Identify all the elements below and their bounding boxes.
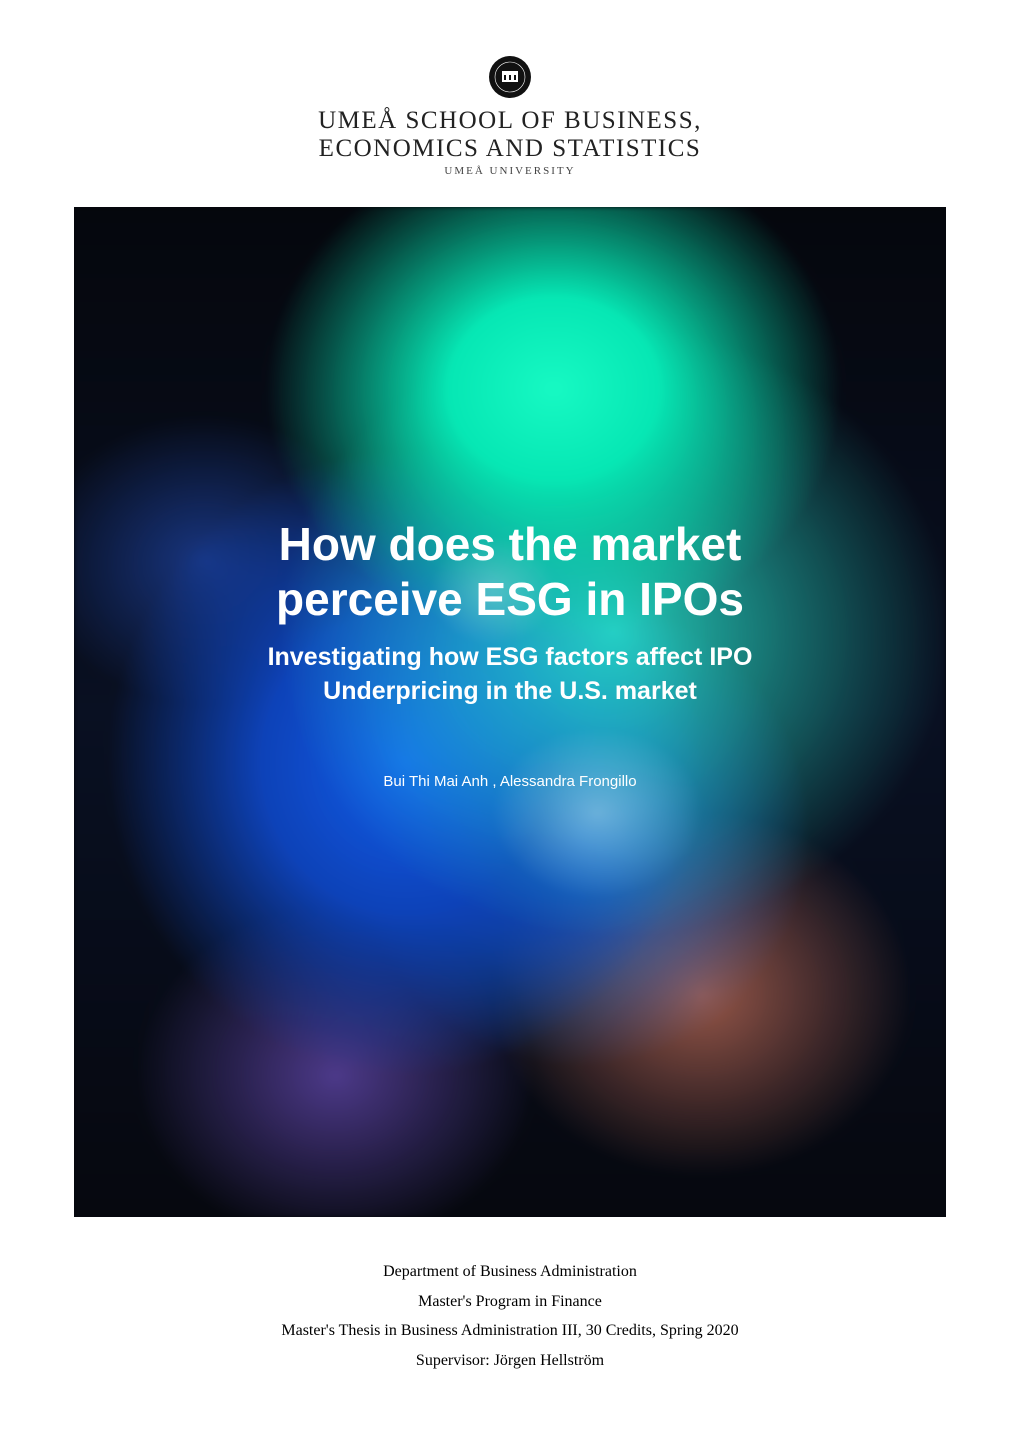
subtitle-line2: Underpricing in the U.S. market xyxy=(323,677,697,705)
subtitle-line1: Investigating how ESG factors affect IPO xyxy=(268,643,753,671)
department: Department of Business Administration xyxy=(0,1257,1020,1287)
supervisor: Supervisor: Jörgen Hellström xyxy=(0,1346,1020,1376)
university-seal-icon xyxy=(488,55,532,99)
cover-image: How does the market perceive ESG in IPOs… xyxy=(74,207,946,1217)
school-name-line2: ECONOMICS AND STATISTICS xyxy=(0,135,1020,163)
program: Master's Program in Finance xyxy=(0,1287,1020,1317)
header: UMEÅ SCHOOL OF BUSINESS, ECONOMICS AND S… xyxy=(0,0,1020,177)
thesis-subtitle: Investigating how ESG factors affect IPO… xyxy=(268,641,753,709)
cover-text-block: How does the market perceive ESG in IPOs… xyxy=(74,207,946,1217)
thesis-title: How does the market perceive ESG in IPOs xyxy=(276,517,744,627)
authors: Bui Thi Mai Anh , Alessandra Frongillo xyxy=(383,773,636,790)
thesis-info: Master's Thesis in Business Administrati… xyxy=(0,1316,1020,1346)
university-name: UMEÅ UNIVERSITY xyxy=(0,165,1020,177)
title-line1: How does the market xyxy=(279,518,742,570)
page: UMEÅ SCHOOL OF BUSINESS, ECONOMICS AND S… xyxy=(0,0,1020,1443)
footer: Department of Business Administration Ma… xyxy=(0,1257,1020,1375)
title-line2: perceive ESG in IPOs xyxy=(276,573,744,625)
school-name-line1: UMEÅ SCHOOL OF BUSINESS, xyxy=(0,107,1020,135)
